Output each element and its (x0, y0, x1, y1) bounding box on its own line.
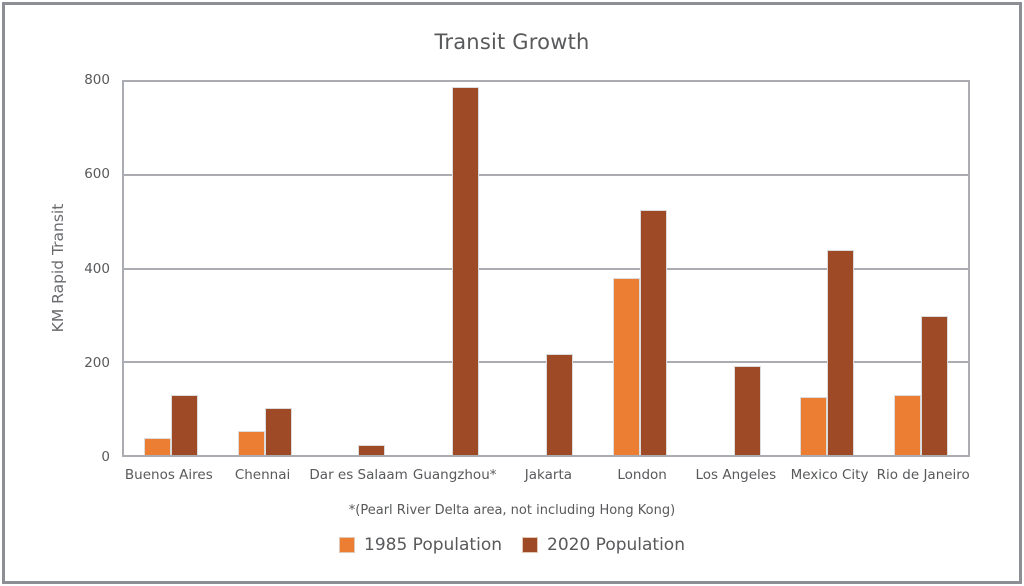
x-label-mexico-city: Mexico City (790, 467, 869, 483)
bar-2020-population-mexico-city (827, 249, 855, 455)
bar-1985-population-chennai (237, 430, 265, 455)
footnote: *(Pearl River Delta area, not including … (348, 503, 676, 518)
bar-group-guangzhou (405, 82, 499, 455)
x-axis-labels: Buenos Aires Chennai Dar es Salaam Guangzho… (122, 467, 970, 483)
y-tick-200: 200 (84, 354, 110, 371)
bar-2020-population-rio-de-janeiro (921, 316, 949, 455)
bar-2020-population-london (639, 210, 667, 455)
bar-2020-population-chennai (264, 408, 292, 455)
legend-item-1985: 1985 Population (339, 535, 502, 555)
legend-label-1985: 1985 Population (364, 535, 502, 555)
bar-1985-population-rio-de-janeiro (894, 394, 922, 455)
x-label-buenos-aires: Buenos Aires (124, 467, 213, 483)
y-tick-0: 0 (101, 449, 110, 465)
plot-area (122, 80, 970, 457)
x-label-los-angeles: Los Angeles (695, 467, 777, 483)
bar-2020-population-jakarta (546, 354, 574, 455)
y-tick-800: 800 (84, 72, 110, 88)
legend: 1985 Population 2020 Population (0, 535, 1024, 555)
bar-2020-population-dar-es-salaam (358, 445, 386, 455)
legend-item-2020: 2020 Population (522, 535, 685, 555)
x-label-guangzhou: Guangzhou* (412, 467, 497, 483)
bar-group-buenos-aires (124, 82, 218, 455)
bar-2020-population-buenos-aires (170, 395, 198, 455)
gridline-600 (124, 174, 968, 177)
x-label-chennai: Chennai (234, 467, 291, 483)
bar-group-chennai (218, 82, 312, 455)
bar-group-rio-de-janeiro (874, 82, 968, 455)
legend-label-2020: 2020 Population (547, 535, 685, 555)
legend-swatch-1985-icon (339, 537, 356, 553)
bar-2020-population-guangzhou (452, 86, 480, 455)
y-tick-600: 600 (84, 166, 110, 183)
bar-2020-population-los-angeles (733, 366, 761, 455)
x-label-rio-de-janeiro: Rio de Janeiro (876, 467, 970, 483)
bars-layer (124, 82, 968, 455)
chart-title: Transit Growth (434, 30, 590, 54)
gridline-200 (124, 360, 968, 363)
bar-group-mexico-city (780, 82, 874, 455)
x-label-jakarta: Jakarta (524, 467, 573, 483)
y-axis-ticks: 0 200 400 600 800 (0, 72, 110, 465)
legend-swatch-2020-icon (522, 537, 538, 553)
bar-group-los-angeles (687, 82, 781, 455)
bar-group-jakarta (499, 82, 593, 455)
gridline-400 (124, 267, 968, 270)
x-label-dar-es-salaam: Dar es Salaam (309, 467, 408, 483)
y-tick-400: 400 (84, 260, 110, 277)
x-label-london: London (617, 467, 667, 483)
bar-1985-population-london (612, 277, 640, 455)
bar-1985-population-buenos-aires (143, 437, 171, 455)
bar-1985-population-mexico-city (800, 397, 828, 455)
bar-group-dar-es-salaam (312, 82, 406, 455)
bar-group-london (593, 82, 687, 455)
